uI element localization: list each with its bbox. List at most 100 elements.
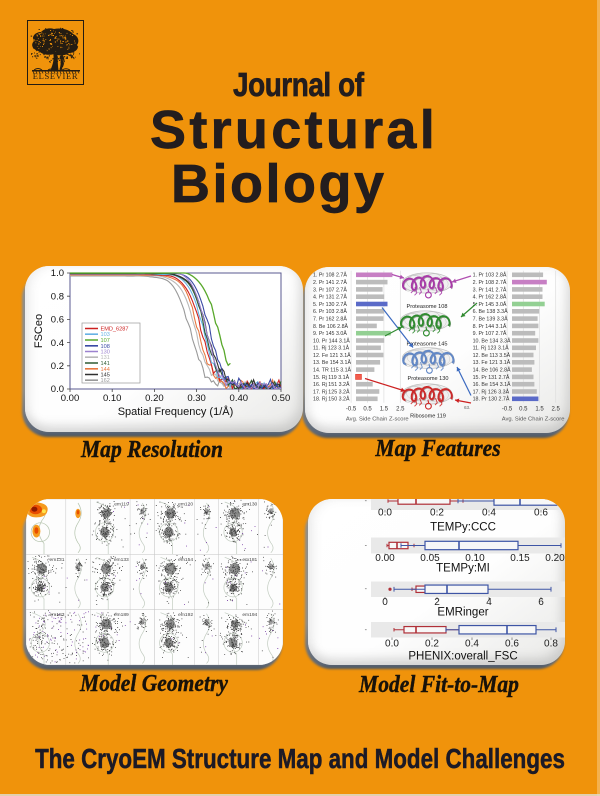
svg-text:11. Rj 123 3.1Å: 11. Rj 123 3.1Å bbox=[473, 345, 510, 352]
svg-text:0.50: 0.50 bbox=[272, 393, 291, 404]
svg-text:-: - bbox=[365, 543, 368, 550]
svg-text:0: 0 bbox=[382, 597, 388, 608]
svg-text:4. Pr 131 2.7Å: 4. Pr 131 2.7Å bbox=[313, 294, 347, 301]
svg-text:130: 130 bbox=[101, 350, 110, 356]
svg-text:0.30: 0.30 bbox=[187, 393, 206, 404]
svg-text:0.05: 0.05 bbox=[420, 553, 440, 564]
svg-text:0.40: 0.40 bbox=[230, 393, 249, 404]
svg-text:144: 144 bbox=[101, 367, 110, 373]
svg-text:13. Fe 121 3.1Å: 13. Fe 121 3.1Å bbox=[473, 359, 511, 366]
svg-text:Ribosome 119: Ribosome 119 bbox=[410, 414, 446, 420]
svg-text:1. Pr 103 2.8Å: 1. Pr 103 2.8Å bbox=[473, 272, 507, 279]
svg-text:108: 108 bbox=[101, 344, 110, 350]
svg-text:10. Be 134 3.3Å: 10. Be 134 3.3Å bbox=[473, 337, 511, 344]
svg-text:0.15: 0.15 bbox=[510, 553, 530, 564]
svg-text:0.10: 0.10 bbox=[465, 553, 485, 564]
svg-text:-0.5: -0.5 bbox=[346, 406, 357, 412]
svg-text:12. Be 113 3.5Å: 12. Be 113 3.5Å bbox=[473, 352, 511, 359]
svg-text:17. Rj 125 3.2Å: 17. Rj 125 3.2Å bbox=[313, 388, 350, 395]
svg-text:17. Rj 126 3.3Å: 17. Rj 126 3.3Å bbox=[473, 388, 510, 395]
svg-text:em194: em194 bbox=[242, 612, 257, 618]
svg-text:0.10: 0.10 bbox=[103, 393, 122, 404]
svg-text:8. Be 106 2.8Å: 8. Be 106 2.8Å bbox=[313, 323, 349, 330]
svg-text:15. Rj 119 3.1Å: 15. Rj 119 3.1Å bbox=[313, 374, 350, 381]
svg-text:1.5: 1.5 bbox=[380, 406, 389, 412]
svg-text:0.20: 0.20 bbox=[145, 393, 164, 404]
svg-text:PHENIX:overall_FSC: PHENIX:overall_FSC bbox=[408, 651, 517, 663]
svg-text:16. Rj 151 3.2Å: 16. Rj 151 3.2Å bbox=[313, 381, 350, 388]
svg-text:em189: em189 bbox=[114, 612, 129, 618]
svg-text:0.20: 0.20 bbox=[545, 553, 565, 564]
svg-text:em181: em181 bbox=[242, 557, 257, 563]
svg-text:12. Fe 121 3.1Å: 12. Fe 121 3.1Å bbox=[313, 352, 351, 359]
svg-text:0.8: 0.8 bbox=[51, 291, 64, 302]
svg-text:TEMPy:MI: TEMPy:MI bbox=[436, 563, 490, 575]
svg-text:5. Pr 145 3.0Å: 5. Pr 145 3.0Å bbox=[473, 301, 507, 308]
svg-text:14. Be 106 2.8Å: 14. Be 106 2.8Å bbox=[473, 367, 511, 374]
svg-text:11. Rj 123 3.1Å: 11. Rj 123 3.1Å bbox=[313, 345, 350, 352]
svg-text:EMRinger: EMRinger bbox=[437, 607, 488, 619]
svg-text:FSCeo: FSCeo bbox=[33, 314, 45, 348]
svg-text:2.5: 2.5 bbox=[552, 406, 561, 412]
svg-text:4. Pr 162 2.8Å: 4. Pr 162 2.8Å bbox=[473, 294, 507, 301]
svg-text:4: 4 bbox=[486, 597, 492, 608]
svg-text:2. Pr 141 2.7Å: 2. Pr 141 2.7Å bbox=[313, 279, 347, 286]
svg-text:8. Pr 144 3.1Å: 8. Pr 144 3.1Å bbox=[473, 323, 507, 330]
svg-text:5. Pr 130 2.7Å: 5. Pr 130 2.7Å bbox=[313, 301, 347, 308]
svg-text:18. Pr 130 2.7Å: 18. Pr 130 2.7Å bbox=[473, 396, 510, 403]
svg-text:em131: em131 bbox=[50, 557, 65, 563]
svg-text:131: 131 bbox=[101, 355, 110, 361]
svg-text:162: 162 bbox=[101, 378, 110, 384]
svg-text:0.2: 0.2 bbox=[425, 639, 439, 650]
svg-text:7. Be 139 3.3Å: 7. Be 139 3.3Å bbox=[473, 316, 509, 323]
svg-text:2. Pr 108 2.7Å: 2. Pr 108 2.7Å bbox=[473, 279, 507, 286]
svg-text:15. Pr 131 2.7Å: 15. Pr 131 2.7Å bbox=[473, 374, 510, 381]
svg-text:TEMPy:CCC: TEMPy:CCC bbox=[430, 522, 496, 534]
svg-text:107: 107 bbox=[101, 338, 110, 344]
svg-text:0.00: 0.00 bbox=[375, 553, 395, 564]
svg-text:6. Pr 103 2.8Å: 6. Pr 103 2.8Å bbox=[313, 308, 347, 315]
svg-text:9. Pr 107 2.7Å: 9. Pr 107 2.7Å bbox=[473, 330, 507, 337]
svg-text:Proteasome 145: Proteasome 145 bbox=[406, 342, 447, 348]
svg-text:6: 6 bbox=[538, 597, 544, 608]
svg-text:6. Be 138 3.3Å: 6. Be 138 3.3Å bbox=[473, 308, 509, 315]
svg-text:63.: 63. bbox=[464, 405, 470, 410]
svg-text:-0.5: -0.5 bbox=[502, 406, 513, 412]
svg-text:2.5: 2.5 bbox=[396, 406, 405, 412]
svg-text:16. Be 154 3.1Å: 16. Be 154 3.1Å bbox=[473, 381, 511, 388]
svg-text:em133: em133 bbox=[114, 557, 129, 563]
svg-text:em130: em130 bbox=[242, 502, 257, 508]
svg-text:em154: em154 bbox=[178, 557, 193, 563]
svg-text:Spatial Frequency (1/Å): Spatial Frequency (1/Å) bbox=[118, 405, 234, 418]
svg-text:18. Rj 150 3.2Å: 18. Rj 150 3.2Å bbox=[313, 396, 350, 403]
svg-text:0.4: 0.4 bbox=[51, 338, 64, 349]
svg-text:7. Pr 162 2.8Å: 7. Pr 162 2.8Å bbox=[313, 316, 347, 323]
svg-text:13. Be 154 3.1Å: 13. Be 154 3.1Å bbox=[313, 359, 351, 366]
svg-text:145: 145 bbox=[101, 373, 110, 379]
svg-text:1.0: 1.0 bbox=[51, 268, 64, 279]
svg-text:-: - bbox=[365, 499, 368, 505]
svg-text:0.0: 0.0 bbox=[385, 639, 399, 650]
svg-text:Avg. Side Chain Z-score: Avg. Side Chain Z-score bbox=[502, 416, 565, 422]
svg-text:1. Pr 108 2.7Å: 1. Pr 108 2.7Å bbox=[313, 272, 347, 279]
svg-text:EMD_6287: EMD_6287 bbox=[101, 327, 129, 333]
svg-text:0.0: 0.0 bbox=[51, 384, 64, 395]
svg-text:1.5: 1.5 bbox=[535, 406, 544, 412]
svg-text:Proteasome 108: Proteasome 108 bbox=[406, 304, 447, 310]
svg-text:3. Pr 141 2.7Å: 3. Pr 141 2.7Å bbox=[473, 286, 507, 293]
svg-text:14. TR 115 3.1Å: 14. TR 115 3.1Å bbox=[313, 367, 352, 374]
svg-text:2: 2 bbox=[434, 597, 440, 608]
svg-text:0.5: 0.5 bbox=[363, 406, 372, 412]
svg-text:0.5: 0.5 bbox=[519, 406, 528, 412]
svg-text:0.00: 0.00 bbox=[61, 393, 80, 404]
svg-text:0.4: 0.4 bbox=[465, 639, 479, 650]
svg-text:0.2: 0.2 bbox=[51, 361, 64, 372]
svg-text:Avg. Side Chain Z-score: Avg. Side Chain Z-score bbox=[346, 416, 409, 422]
svg-text:0.6: 0.6 bbox=[505, 639, 519, 650]
svg-text:em119: em119 bbox=[114, 502, 129, 508]
svg-text:9. Pr 145 3.0Å: 9. Pr 145 3.0Å bbox=[313, 330, 347, 337]
svg-text:0.0: 0.0 bbox=[378, 508, 392, 519]
svg-text:em120: em120 bbox=[178, 502, 193, 508]
svg-text:103: 103 bbox=[101, 332, 110, 338]
svg-text:0.6: 0.6 bbox=[534, 508, 548, 519]
